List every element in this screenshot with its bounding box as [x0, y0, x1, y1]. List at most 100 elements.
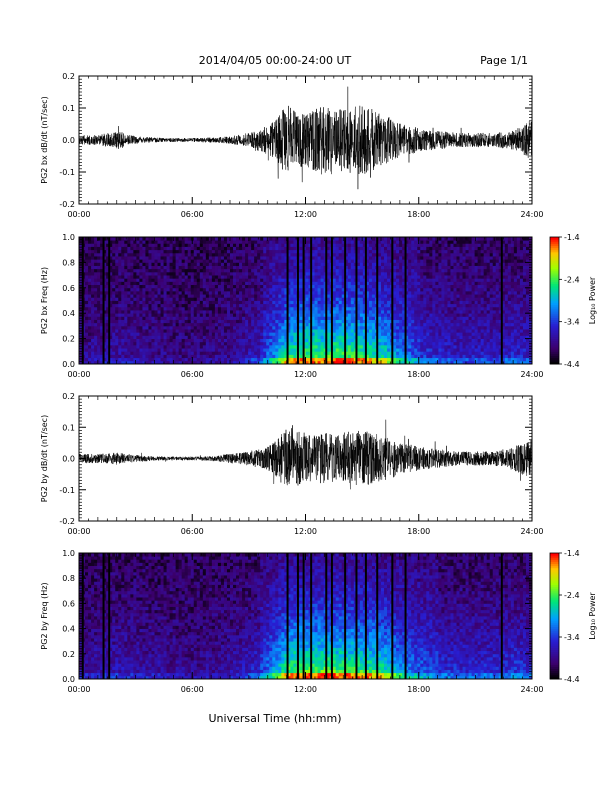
- spectrogram-cell: [196, 294, 201, 298]
- spectrogram-cell: [347, 332, 352, 336]
- spectrogram-cell: [326, 290, 331, 295]
- spectrogram-cell: [371, 243, 376, 247]
- spectrogram-cell: [429, 335, 433, 339]
- spectrogram-cell: [320, 240, 325, 244]
- spectrogram-cell: [320, 287, 325, 292]
- spectrogram-cell: [79, 287, 83, 292]
- spectrogram-cell: [362, 306, 367, 311]
- spectrogram-cell: [281, 271, 285, 276]
- spectrogram-cell: [257, 259, 261, 263]
- spectrogram-cell: [106, 290, 110, 295]
- spectrogram-cell: [236, 344, 240, 349]
- spectrogram-cell: [154, 325, 158, 330]
- spectrogram-cell: [305, 319, 309, 324]
- spectrogram-cell: [290, 268, 294, 273]
- x-tick-label: 00:00: [67, 210, 90, 219]
- spectrogram-cell: [223, 268, 228, 273]
- spectrogram-cell: [408, 249, 412, 254]
- spectrogram-cell: [242, 360, 246, 365]
- spectrogram-cell: [384, 287, 388, 292]
- spectrogram-cell: [368, 275, 373, 279]
- spectrogram-cell: [272, 294, 276, 298]
- spectrogram-cell: [205, 319, 210, 324]
- spectrogram-cell: [384, 335, 388, 339]
- spectrogram-cell: [94, 246, 98, 251]
- spectrogram-cell: [429, 281, 433, 286]
- spectrogram-cell: [314, 265, 318, 270]
- spectrogram-cell: [311, 303, 315, 308]
- spectrogram-cell: [223, 338, 228, 343]
- spectrogram-cell: [103, 268, 107, 273]
- spectrogram-cell: [220, 348, 225, 352]
- spectrogram-cell: [157, 249, 161, 254]
- spectrogram-cell: [290, 348, 294, 352]
- spectrogram-cell: [230, 325, 234, 330]
- spectrogram-cell: [438, 313, 442, 317]
- spectrogram-cell: [166, 246, 170, 251]
- spectrogram-cell: [245, 281, 249, 286]
- spectrogram-cell: [414, 306, 418, 311]
- spectrogram-cell: [178, 284, 183, 289]
- spectrogram-cell: [172, 341, 177, 346]
- spectrogram-cell: [239, 281, 243, 286]
- spectrogram-cell: [151, 262, 155, 266]
- spectrogram-cell: [405, 300, 409, 305]
- spectrogram-cell: [320, 306, 325, 311]
- spectrogram-cell: [94, 329, 98, 333]
- spectrogram-cell: [317, 265, 321, 270]
- spectrogram-cell: [338, 268, 343, 273]
- spectrogram-cell: [124, 322, 128, 327]
- spectrogram-cell: [187, 313, 192, 317]
- spectrogram-cell: [254, 252, 258, 257]
- spectrogram-cell: [160, 357, 164, 362]
- spectrogram-cell: [109, 325, 113, 330]
- spectrogram-cell: [226, 256, 231, 260]
- spectrogram-cell: [275, 271, 279, 276]
- spectrogram-cell: [211, 354, 216, 359]
- spectrogram-cell: [85, 294, 89, 298]
- spectrogram-cell: [260, 243, 264, 247]
- spectrogram-cell: [420, 319, 424, 324]
- spectrogram-cell: [199, 240, 204, 244]
- spectrogram-cell: [157, 341, 161, 346]
- spectrogram-cell: [91, 338, 95, 343]
- spectrogram-cell: [163, 237, 167, 241]
- spectrogram-cell: [175, 284, 180, 289]
- spectrogram-cell: [365, 303, 370, 308]
- spectrogram-cell: [426, 265, 430, 270]
- spectrogram-cell: [112, 357, 116, 362]
- spectrogram-cell: [172, 249, 177, 254]
- spectrogram-cell: [196, 329, 201, 333]
- spectrogram-cell: [396, 303, 400, 308]
- spectrogram-cell: [320, 268, 325, 273]
- spectrogram-cell: [411, 335, 415, 339]
- spectrogram-cell: [420, 243, 424, 247]
- spectrogram-cell: [94, 316, 98, 320]
- spectrogram-cell: [365, 310, 370, 314]
- spectrogram-cell: [88, 325, 92, 330]
- spectrogram-cell: [217, 284, 222, 289]
- spectrogram-cell: [160, 348, 164, 352]
- spectrogram-cell: [371, 329, 376, 333]
- spectrogram-cell: [242, 310, 246, 314]
- spectrogram-cell: [94, 252, 98, 257]
- spectrogram-cell: [121, 300, 125, 305]
- spectrogram-cell: [124, 354, 128, 359]
- spectrogram-cell: [178, 262, 183, 266]
- spectrogram-cell: [166, 240, 170, 244]
- spectrogram-cell: [163, 287, 167, 292]
- spectrogram-cell: [211, 275, 216, 279]
- spectrogram-cell: [85, 341, 89, 346]
- spectrogram-cell: [362, 284, 367, 289]
- spectrogram-cell: [245, 240, 249, 244]
- spectrogram-cell: [160, 256, 164, 260]
- spectrogram-cell: [347, 278, 352, 282]
- spectrogram-cell: [220, 310, 225, 314]
- spectrogram-cell: [142, 252, 146, 257]
- spectrogram-cell: [417, 243, 421, 247]
- spectrogram-cell: [384, 357, 388, 362]
- spectrogram-cell: [139, 332, 143, 336]
- spectrogram-cell: [287, 341, 291, 346]
- spectrogram-cell: [139, 348, 143, 352]
- spectrogram-cell: [275, 300, 279, 305]
